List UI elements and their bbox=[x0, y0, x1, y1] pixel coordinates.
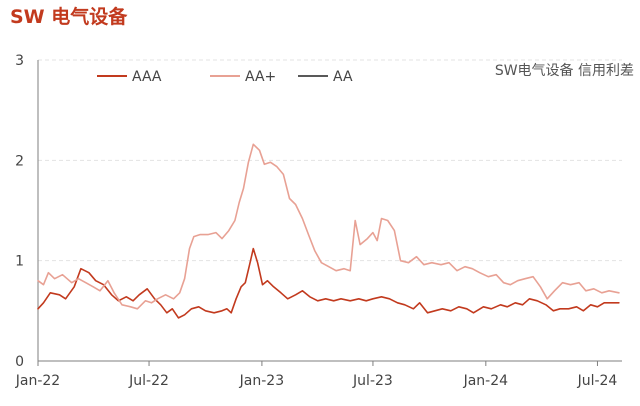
legend-label-aa-plus: AA+ bbox=[245, 69, 276, 85]
gridlines bbox=[38, 59, 622, 262]
page-title: SW 电气设备 bbox=[10, 6, 128, 28]
series-line-aaa bbox=[37, 247, 620, 319]
x-tick-label: Jan-24 bbox=[463, 373, 509, 389]
y-tick-label: 0 bbox=[15, 354, 24, 370]
legend: AAA AA+ AA bbox=[97, 69, 353, 85]
legend-label-aaa: AAA bbox=[132, 69, 162, 85]
x-tick-label: Jul-24 bbox=[577, 373, 618, 389]
y-tick-label: 2 bbox=[15, 153, 24, 169]
axes: 0 1 2 3 Jan-22 Jul-22 Jan-23 Jul-23 Jan-24 Jul-24 bbox=[15, 53, 622, 389]
x-tick-label: Jan-22 bbox=[15, 373, 60, 389]
series-line-aa-plus bbox=[37, 143, 620, 310]
x-tick-label: Jul-23 bbox=[352, 373, 393, 389]
y-tick-label: 1 bbox=[15, 254, 24, 270]
series-lines bbox=[37, 143, 620, 319]
legend-label-aa: AA bbox=[333, 69, 353, 85]
x-tick-label: Jul-22 bbox=[128, 373, 169, 389]
chart-annotation: SW电气设备 信用利差 bbox=[495, 62, 634, 79]
y-tick-label: 3 bbox=[15, 53, 24, 69]
x-tick-label: Jan-23 bbox=[239, 373, 284, 389]
